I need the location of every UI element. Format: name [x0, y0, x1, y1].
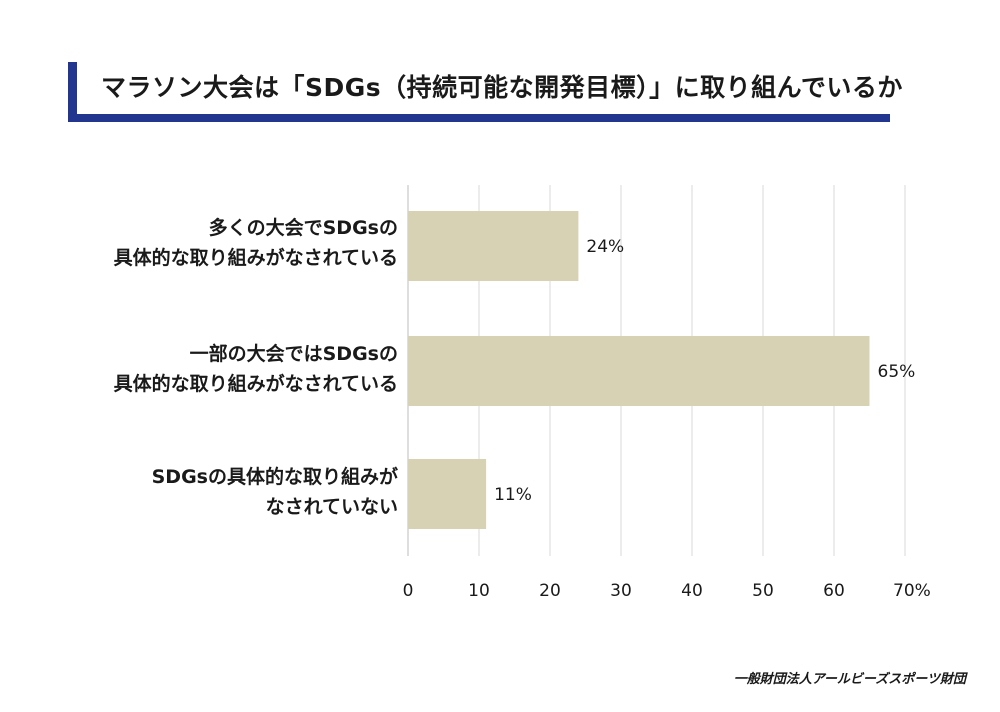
value-label-3: 11%: [494, 485, 532, 505]
x-tick-label-7: 70%: [893, 581, 931, 601]
x-tick-label-6: 60: [823, 581, 845, 601]
x-tick-label-5: 50: [752, 581, 774, 601]
bar-2: [408, 336, 870, 406]
value-label-1: 24%: [586, 237, 624, 257]
category-label-2-line-1: 一部の大会ではSDGsの: [189, 343, 398, 365]
source-credit: 一般財団法人アールビーズスポーツ財団: [733, 672, 966, 687]
value-label-2: 65%: [878, 362, 916, 382]
category-label-1-line-1: 多くの大会でSDGsの: [208, 217, 398, 239]
x-tick-label-2: 20: [539, 581, 561, 601]
category-label-3: SDGsの具体的な取り組みが なされていない: [152, 462, 398, 522]
category-label-1-line-2: 具体的な取り組みがなされている: [113, 247, 398, 269]
category-label-3-line-2: なされていない: [265, 496, 398, 518]
x-tick-label-1: 10: [468, 581, 490, 601]
category-label-2-line-2: 具体的な取り組みがなされている: [113, 373, 398, 395]
category-label-3-line-1: SDGsの具体的な取り組みが: [151, 466, 398, 488]
bar-3: [408, 459, 487, 529]
bar-1: [408, 211, 579, 281]
category-label-2: 一部の大会ではSDGsの 具体的な取り組みがなされている: [114, 339, 398, 399]
x-tick-label-3: 30: [610, 581, 632, 601]
x-tick-label-0: 0: [403, 581, 414, 601]
x-tick-label-4: 40: [681, 581, 703, 601]
title-bar: マラソン大会は「SDGs（持続可能な開発目標）」に取り組んでいるか: [68, 62, 902, 122]
chart-title: マラソン大会は「SDGs（持続可能な開発目標）」に取り組んでいるか: [101, 73, 903, 102]
category-label-1: 多くの大会でSDGsの 具体的な取り組みがなされている: [114, 213, 398, 273]
